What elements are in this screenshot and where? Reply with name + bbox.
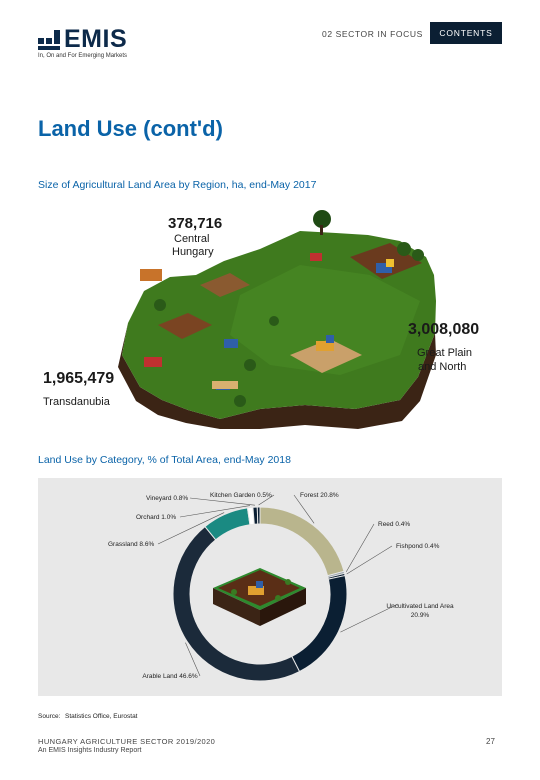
transdanubia-value: 1,965,479 [43,370,115,387]
logo-tagline: In, On and For Emerging Markets [38,53,128,59]
donut-leader-line [293,494,315,524]
land-use-donut-chart: Forest 20.8% Reed 0.4% Fishpond 0.4% Uncult… [108,492,454,682]
central-hungary-label-line2: Hungary [172,246,214,258]
section-label[interactable]: 02 SECTOR IN FOCUS [322,29,423,39]
field-illustration [213,568,306,626]
donut-leader-line [189,497,256,506]
donut-chart-title: Land Use by Category, % of Total Area, e… [38,454,291,466]
donut-label: Orchard 1.0% [136,514,176,521]
source-value: Statistics Office, Eurostat [65,713,138,720]
footer-report-title: HUNGARY AGRICULTURE SECTOR 2019/2020 [38,737,216,746]
great-plain-value: 3,008,080 [408,321,480,338]
donut-leader-line [346,545,393,575]
page-number: 27 [486,737,495,746]
page-title: Land Use (cont'd) [38,116,223,141]
donut-chart-panel: Forest 20.8% Reed 0.4% Fishpond 0.4% Uncult… [38,478,502,696]
donut-label: Kitchen Garden 0.5% [210,492,272,499]
footer-report-subtitle: An EMIS Insights Industry Report [38,747,142,754]
source-label: Source: [38,713,61,720]
donut-label: Fishpond 0.4% [396,543,440,550]
hungary-map-illustration [100,205,440,430]
donut-label: Reed 0.4% [378,521,410,528]
donut-label: Vineyard 0.8% [146,495,188,502]
great-plain-label-line2: and North [418,361,467,373]
donut-label: Forest 20.8% [300,492,339,499]
donut-leader-line [345,523,375,573]
donut-leader-line [179,505,251,518]
donut-slice-grassland [204,507,251,541]
emis-logo-mark-icon [38,30,62,50]
donut-label: Arable Land 46.6% [142,673,198,680]
donut-leader-line [157,512,225,545]
donut-label: Uncultivated Land Area 20.9% [386,603,454,619]
central-hungary-value: 378,716 [168,215,223,232]
donut-leader-line [185,642,201,677]
map-chart-title: Size of Agricultural Land Area by Region… [38,179,317,191]
central-hungary-label-line1: Central [174,233,210,245]
contents-button[interactable]: CONTENTS [430,22,502,44]
emis-logo[interactable]: EMIS In, On and For Emerging Markets [38,26,158,66]
donut-slice-forest [259,506,345,577]
donut-leader-line [340,603,399,633]
donut-slice-kitchen-garden [256,506,261,525]
donut-leader-line [258,494,275,506]
donut-label: Grassland 8.6% [108,541,154,548]
logo-wordmark: EMIS [64,25,128,53]
great-plain-label-line1: Great Plain [417,347,473,359]
transdanubia-label: Transdanubia [43,396,110,408]
